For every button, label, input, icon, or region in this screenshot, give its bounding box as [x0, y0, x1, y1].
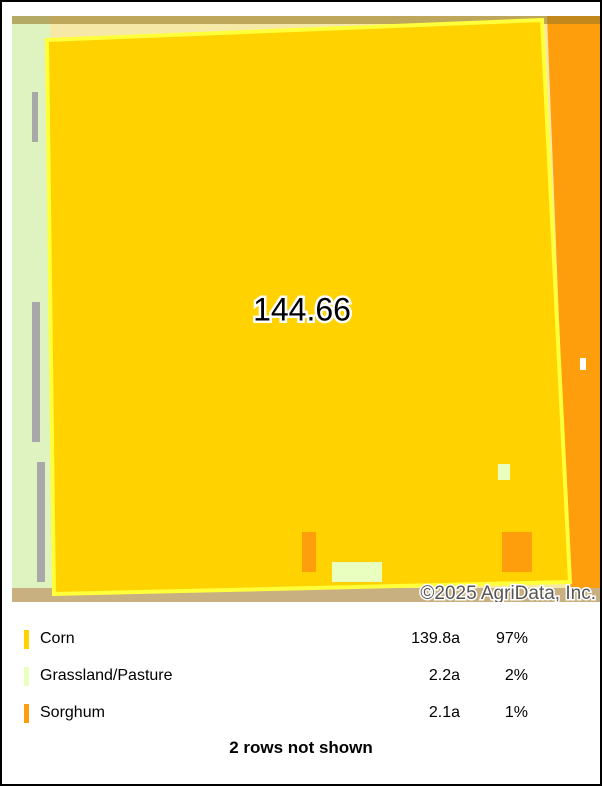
top-edge — [12, 16, 600, 24]
footer-note: 2 rows not shown — [229, 738, 373, 757]
crop-percent: 1% — [504, 704, 528, 721]
crop-acres: 2.1a — [428, 704, 460, 721]
crop-percent: 97% — [495, 630, 528, 647]
crop-name: Grassland/Pasture — [40, 667, 173, 684]
crop-name: Corn — [40, 630, 75, 647]
right-field — [547, 16, 600, 600]
white-patch — [580, 358, 586, 370]
field-outline — [44, 17, 573, 597]
gray-patch — [32, 302, 40, 442]
grass-patch — [498, 464, 510, 480]
field-acres: 144.66 — [253, 291, 351, 327]
gray-patch — [32, 92, 38, 142]
legend-swatch — [24, 630, 29, 649]
map: 144.66 ©2025 AgriData, Inc. — [2, 2, 600, 602]
legend-row: Grassland/Pasture 2.2a 2% — [2, 665, 600, 687]
legend-row: Corn 139.8a 97% — [2, 628, 600, 650]
crop-percent: 2% — [504, 667, 528, 684]
gray-patch — [37, 462, 45, 582]
legend-swatch — [24, 704, 29, 723]
grass-patch — [332, 562, 382, 582]
legend-row: Sorghum 2.1a 1% — [2, 702, 600, 724]
legend-swatch — [24, 667, 29, 686]
crop-name: Sorghum — [40, 704, 105, 721]
sorghum-patch — [502, 532, 532, 572]
crop-acres: 2.2a — [428, 667, 460, 684]
field — [47, 20, 570, 594]
copyright: ©2025 AgriData, Inc. — [420, 583, 596, 602]
sorghum-patch — [302, 532, 316, 572]
crop-acres: 139.8a — [411, 630, 460, 647]
